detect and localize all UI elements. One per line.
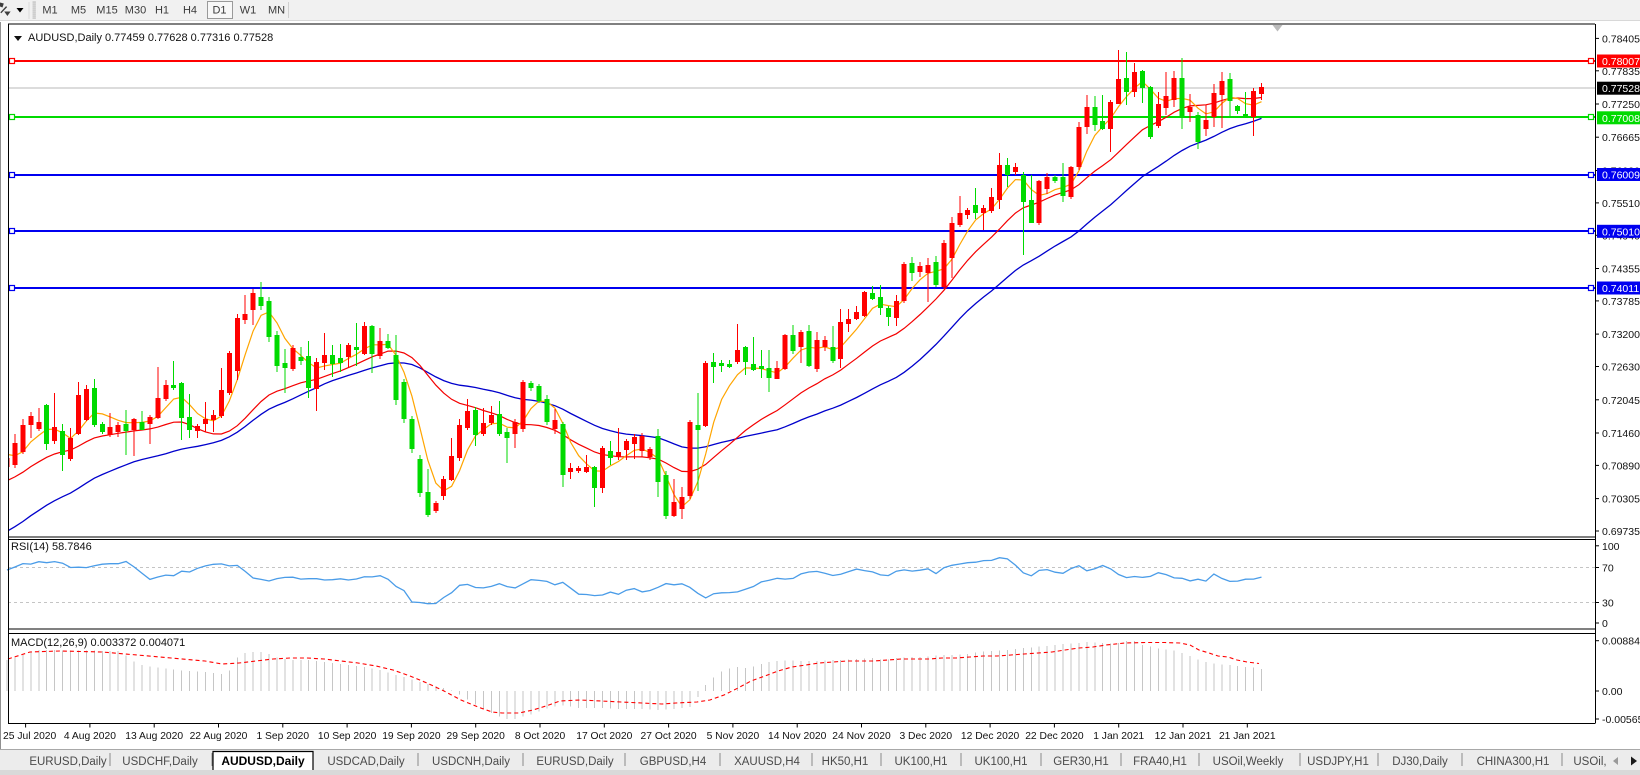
svg-text:MACD(12,26,9) 0.003372 0.00407: MACD(12,26,9) 0.003372 0.004071 — [11, 637, 185, 649]
svg-text:24 Nov 2020: 24 Nov 2020 — [832, 731, 891, 742]
svg-text:H1: H1 — [155, 5, 169, 17]
svg-text:3 Dec 2020: 3 Dec 2020 — [899, 731, 952, 742]
svg-text:0.77835: 0.77835 — [1602, 66, 1640, 78]
svg-text:0.77250: 0.77250 — [1602, 99, 1640, 111]
svg-text:M30: M30 — [125, 5, 146, 17]
svg-text:13 Aug 2020: 13 Aug 2020 — [125, 731, 183, 742]
svg-text:0.76665: 0.76665 — [1602, 132, 1640, 144]
svg-text:AUDUSD,Daily 0.77459 0.77628: AUDUSD,Daily 0.77459 0.77628 0.77316 0.7… — [28, 32, 273, 44]
svg-text:0.74355: 0.74355 — [1602, 264, 1640, 276]
svg-text:0.78007: 0.78007 — [1602, 56, 1640, 68]
svg-text:10 Sep 2020: 10 Sep 2020 — [318, 731, 377, 742]
svg-text:21 Jan 2021: 21 Jan 2021 — [1219, 731, 1276, 742]
svg-text:0.77008: 0.77008 — [1602, 113, 1640, 125]
svg-text:UK100,H1: UK100,H1 — [974, 756, 1027, 768]
svg-text:0.74011: 0.74011 — [1602, 283, 1639, 295]
svg-text:FRA40,H1: FRA40,H1 — [1133, 756, 1187, 768]
svg-text:M1: M1 — [42, 5, 57, 17]
svg-text:USOil,: USOil, — [1573, 756, 1606, 768]
svg-text:5 Nov 2020: 5 Nov 2020 — [707, 731, 760, 742]
svg-text:MN: MN — [268, 5, 285, 17]
svg-text:0.75010: 0.75010 — [1602, 226, 1640, 238]
svg-text:H4: H4 — [183, 5, 197, 17]
svg-text:M15: M15 — [96, 5, 117, 17]
svg-text:CHINA300,H1: CHINA300,H1 — [1477, 756, 1550, 768]
svg-text:0.00884: 0.00884 — [1602, 636, 1640, 648]
svg-text:12 Jan 2021: 12 Jan 2021 — [1155, 731, 1212, 742]
svg-text:USDCNH,Daily: USDCNH,Daily — [432, 756, 510, 768]
svg-text:25 Jul 2020: 25 Jul 2020 — [3, 731, 57, 742]
svg-text:0.73785: 0.73785 — [1602, 296, 1640, 308]
svg-text:0.71460: 0.71460 — [1602, 428, 1640, 440]
svg-text:USDJPY,H1: USDJPY,H1 — [1307, 756, 1369, 768]
svg-text:12 Dec 2020: 12 Dec 2020 — [961, 731, 1020, 742]
svg-text:USDCAD,Daily: USDCAD,Daily — [327, 756, 405, 768]
svg-text:0.70890: 0.70890 — [1602, 460, 1640, 472]
svg-text:RSI(14) 58.7846: RSI(14) 58.7846 — [11, 541, 92, 553]
svg-text:19 Sep 2020: 19 Sep 2020 — [382, 731, 441, 742]
svg-text:EURUSD,Daily: EURUSD,Daily — [536, 756, 614, 768]
svg-text:1 Jan 2021: 1 Jan 2021 — [1093, 731, 1144, 742]
svg-text:22 Dec 2020: 22 Dec 2020 — [1025, 731, 1084, 742]
svg-text:-0.005651: -0.005651 — [1602, 714, 1640, 726]
svg-text:0.72045: 0.72045 — [1602, 395, 1640, 407]
svg-text:GBPUSD,H4: GBPUSD,H4 — [640, 756, 707, 768]
svg-text:0.75510: 0.75510 — [1602, 198, 1640, 210]
svg-text:1 Sep 2020: 1 Sep 2020 — [256, 731, 309, 742]
svg-text:70: 70 — [1602, 563, 1614, 575]
svg-text:0.69735: 0.69735 — [1602, 526, 1640, 538]
svg-text:0.72630: 0.72630 — [1602, 362, 1640, 374]
svg-text:XAUUSD,H4: XAUUSD,H4 — [734, 756, 800, 768]
svg-text:HK50,H1: HK50,H1 — [822, 756, 869, 768]
svg-text:USOil,Weekly: USOil,Weekly — [1213, 756, 1284, 768]
svg-text:M5: M5 — [71, 5, 86, 17]
svg-text:UK100,H1: UK100,H1 — [894, 756, 947, 768]
svg-text:8 Oct 2020: 8 Oct 2020 — [515, 731, 566, 742]
svg-text:30: 30 — [1602, 598, 1614, 610]
svg-text:0.77528: 0.77528 — [1602, 83, 1640, 95]
svg-text:W1: W1 — [240, 5, 257, 17]
svg-text:14 Nov 2020: 14 Nov 2020 — [768, 731, 827, 742]
svg-text:29 Sep 2020: 29 Sep 2020 — [446, 731, 505, 742]
svg-text:100: 100 — [1602, 541, 1620, 553]
svg-text:D1: D1 — [212, 5, 226, 17]
svg-text:27 Oct 2020: 27 Oct 2020 — [641, 731, 697, 742]
svg-text:0.76009: 0.76009 — [1602, 170, 1640, 182]
svg-text:17 Oct 2020: 17 Oct 2020 — [576, 731, 632, 742]
svg-text:AUDUSD,Daily: AUDUSD,Daily — [221, 754, 305, 768]
svg-text:4 Aug 2020: 4 Aug 2020 — [64, 731, 116, 742]
svg-text:0.00: 0.00 — [1602, 686, 1623, 698]
svg-text:0: 0 — [1602, 618, 1608, 630]
svg-text:EURUSD,Daily: EURUSD,Daily — [29, 756, 107, 768]
svg-text:0.73200: 0.73200 — [1602, 329, 1640, 341]
svg-text:0.78405: 0.78405 — [1602, 33, 1640, 45]
svg-text:0.70305: 0.70305 — [1602, 494, 1640, 506]
svg-text:DJ30,Daily: DJ30,Daily — [1392, 756, 1448, 768]
svg-text:USDCHF,Daily: USDCHF,Daily — [122, 756, 198, 768]
svg-text:GER30,H1: GER30,H1 — [1053, 756, 1109, 768]
svg-text:22 Aug 2020: 22 Aug 2020 — [190, 731, 248, 742]
